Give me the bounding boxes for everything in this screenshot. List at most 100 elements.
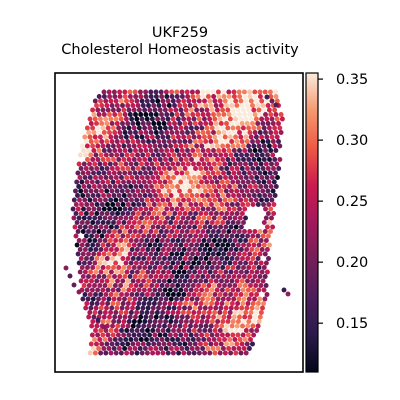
spot <box>107 337 113 342</box>
spot <box>119 247 125 252</box>
spot <box>81 206 86 212</box>
spot <box>153 296 159 302</box>
spot <box>247 170 252 176</box>
spot <box>244 188 250 194</box>
spot <box>128 337 134 342</box>
spot <box>257 296 263 302</box>
spot <box>127 296 133 302</box>
spot <box>105 107 111 113</box>
spot <box>191 197 197 203</box>
spot <box>117 94 123 99</box>
spot <box>149 134 155 140</box>
spot <box>219 166 224 171</box>
spot <box>70 206 76 212</box>
spot <box>108 328 114 333</box>
spot <box>225 179 230 185</box>
spot <box>228 269 234 275</box>
spot <box>260 121 266 126</box>
spot <box>100 125 106 131</box>
spot <box>92 350 98 356</box>
spot <box>273 184 279 189</box>
spot <box>209 301 215 306</box>
spot <box>256 319 262 324</box>
spot <box>166 341 172 347</box>
spot <box>252 296 257 302</box>
spot <box>131 265 137 270</box>
spot <box>170 161 176 167</box>
spot <box>259 116 265 122</box>
spot <box>132 251 138 257</box>
spot <box>193 166 198 171</box>
spot <box>213 188 219 194</box>
spot <box>130 166 136 171</box>
spot <box>261 107 267 113</box>
spot <box>216 229 221 234</box>
spot <box>113 197 119 203</box>
spot <box>173 193 179 198</box>
spot <box>212 224 218 230</box>
spot <box>112 148 118 153</box>
spot <box>267 157 272 162</box>
spot <box>122 170 128 176</box>
spot <box>63 265 69 271</box>
spot <box>77 152 83 158</box>
spot <box>104 256 110 261</box>
spot <box>220 220 226 225</box>
spot <box>89 211 95 216</box>
spot <box>142 125 148 131</box>
spot <box>239 166 245 171</box>
spot <box>241 265 246 270</box>
spot <box>79 179 85 185</box>
spot <box>238 310 244 315</box>
spot <box>218 224 224 230</box>
spot <box>249 175 254 180</box>
spot <box>94 139 99 144</box>
spot <box>117 170 122 176</box>
spot <box>102 184 108 189</box>
colorbar <box>305 72 319 373</box>
spot <box>123 134 129 140</box>
spot <box>171 269 177 275</box>
spot <box>107 148 112 153</box>
spot <box>248 292 254 297</box>
spot <box>211 238 217 243</box>
spot <box>188 143 194 149</box>
spot <box>120 166 126 171</box>
spot <box>250 301 256 306</box>
spot <box>183 319 189 324</box>
spot <box>151 278 157 284</box>
spot <box>190 229 195 234</box>
spot <box>90 125 96 131</box>
spot <box>181 269 187 275</box>
spot <box>94 202 100 207</box>
spot <box>85 220 90 225</box>
spot <box>131 125 137 131</box>
spot <box>97 215 103 221</box>
spot <box>133 130 138 135</box>
spot <box>232 310 238 315</box>
spot <box>184 229 190 234</box>
spot <box>194 193 200 198</box>
spot <box>127 130 133 135</box>
spot <box>147 143 153 149</box>
spot <box>125 211 131 216</box>
spot <box>204 107 210 113</box>
spot <box>201 238 207 243</box>
spot <box>160 247 166 252</box>
spot <box>115 323 121 329</box>
spot <box>156 305 161 311</box>
spot <box>80 229 86 234</box>
spot <box>212 328 218 333</box>
spot <box>209 157 215 162</box>
spot <box>223 247 229 252</box>
spot <box>191 238 197 243</box>
spot <box>224 166 230 171</box>
spot <box>152 179 158 185</box>
spot <box>139 175 145 180</box>
spot <box>209 242 215 248</box>
spot <box>115 301 121 306</box>
spot <box>164 229 169 234</box>
spot <box>239 278 245 284</box>
spot <box>174 274 180 279</box>
